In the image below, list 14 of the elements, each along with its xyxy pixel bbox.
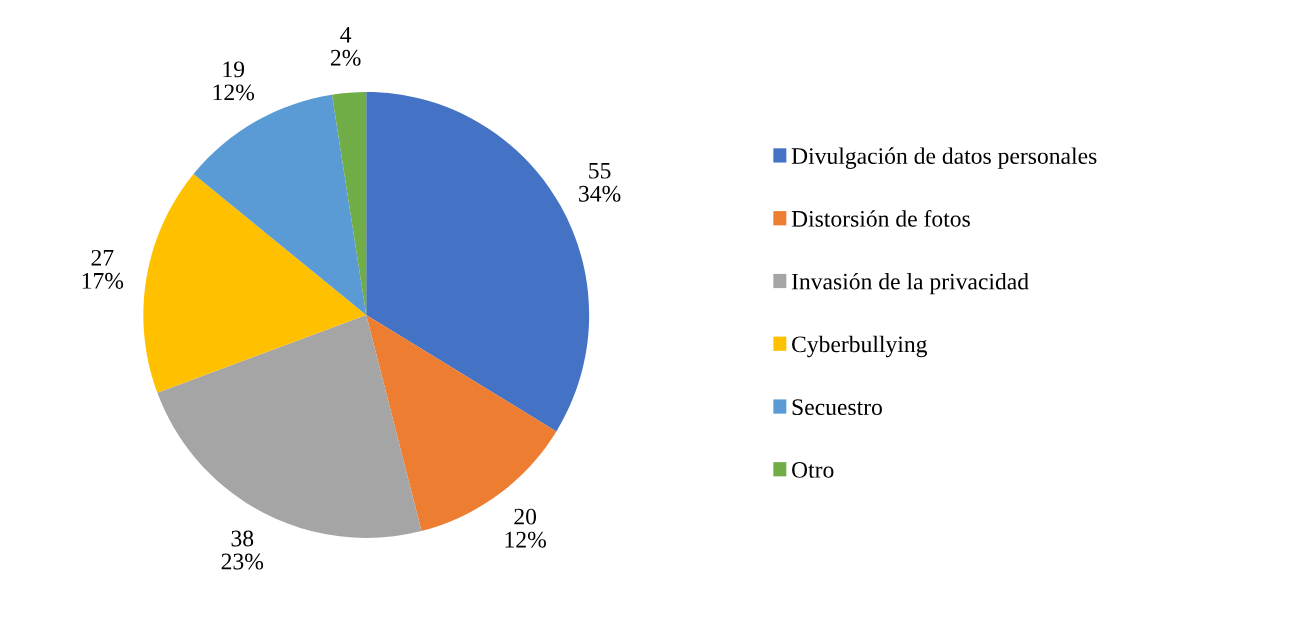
data-label: 38 23% (221, 530, 264, 570)
legend-label: Distorsión de fotos (791, 209, 970, 227)
pie-slice (366, 315, 557, 531)
legend-label: Secuestro (792, 399, 882, 416)
legend-label: Invasión de la privacidad (791, 272, 1029, 295)
data-label: 4 2% (330, 26, 361, 66)
pie-slice (143, 174, 367, 393)
legend-label: Cyberbullying (792, 335, 928, 358)
data-label: 55 34% (579, 162, 621, 202)
legend-label: Divulgación de datos personales (791, 147, 1097, 169)
legend-label: Otro (792, 461, 834, 478)
data-label: 19 12% (213, 61, 255, 101)
data-label: 20 12% (505, 508, 546, 548)
data-label: 27 17% (82, 249, 124, 289)
